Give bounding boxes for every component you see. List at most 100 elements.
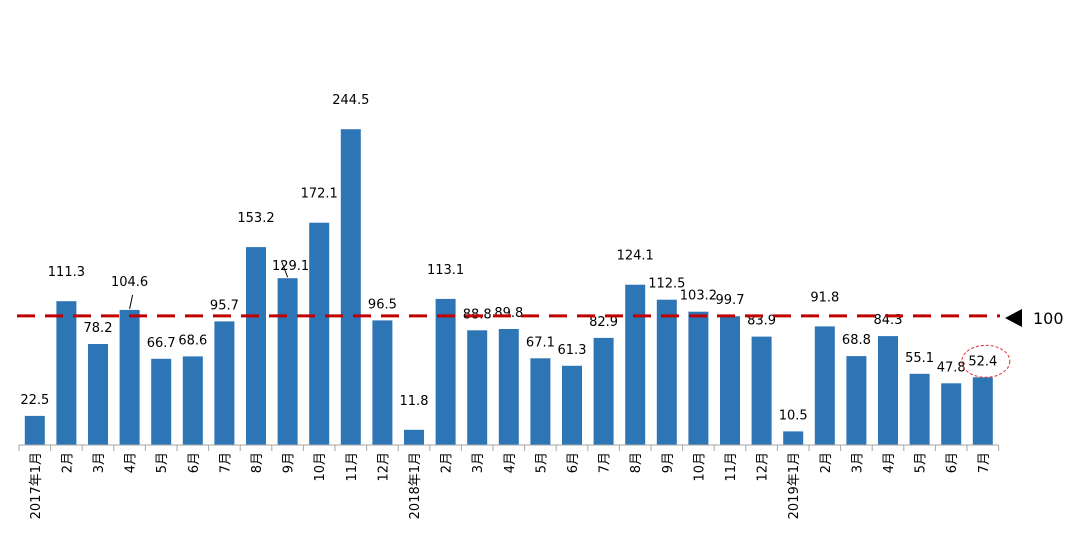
- bar-1: [24, 415, 45, 445]
- value-label-27: 68.8: [842, 333, 871, 348]
- bar-31: [972, 377, 993, 445]
- x-tick-label-23: 11月: [724, 452, 739, 482]
- value-label-5: 66.7: [147, 336, 176, 351]
- x-tick-label-13: 2018年1月: [408, 452, 423, 519]
- bar-20: [625, 284, 646, 445]
- value-label-19: 82.9: [589, 315, 618, 330]
- bar-6: [182, 356, 203, 445]
- x-tick-label-2: 2月: [60, 452, 75, 473]
- x-tick-label-11: 11月: [345, 452, 360, 482]
- value-label-21: 112.5: [648, 277, 685, 292]
- bar-15: [467, 330, 488, 445]
- x-tick-label-30: 6月: [945, 452, 960, 473]
- bar-13: [404, 429, 424, 445]
- value-label-7: 95.7: [210, 298, 239, 313]
- value-label-30: 47.8: [937, 360, 966, 375]
- value-label-23: 99.7: [716, 293, 745, 308]
- value-label-4: 104.6: [111, 275, 148, 290]
- bar-29: [909, 373, 930, 445]
- x-tick-label-25: 2019年1月: [787, 452, 802, 519]
- bar-26: [814, 326, 835, 445]
- x-tick-label-9: 9月: [282, 452, 297, 473]
- bar-23: [720, 316, 740, 445]
- leader-line-9: [281, 261, 289, 278]
- value-label-3: 78.2: [84, 321, 113, 336]
- bar-14: [435, 298, 456, 445]
- value-label-2: 111.3: [48, 265, 85, 280]
- bar-16: [498, 329, 519, 445]
- leader-lines-layer: [129, 261, 289, 309]
- bar-3: [88, 344, 108, 445]
- value-label-29: 55.1: [905, 351, 934, 366]
- bar-28: [878, 336, 898, 445]
- bars-layer: [24, 129, 993, 445]
- x-tick-label-12: 12月: [376, 452, 391, 482]
- value-label-20: 124.1: [617, 249, 654, 264]
- value-label-1: 22.5: [20, 393, 49, 408]
- x-tick-labels: 2017年1月 2月 3月 4月 5月 6月 7月 8月 9月 10月 11月 12月 2018年1月 2…: [29, 452, 992, 519]
- bar-2: [56, 301, 77, 445]
- value-label-11: 244.5: [332, 93, 369, 108]
- bar-7: [214, 321, 235, 445]
- bar-22: [688, 311, 709, 445]
- bar-25: [783, 431, 804, 445]
- value-labels-layer: 22.5 111.3 78.2 104.6 66.7 68.6 95.7 153.2 129.1…: [20, 93, 997, 423]
- bar-4: [119, 309, 140, 445]
- bar-18: [562, 365, 582, 445]
- bar-8: [246, 247, 266, 445]
- value-label-9: 129.1: [272, 259, 309, 274]
- leader-line-4: [129, 294, 134, 309]
- x-tick-label-29: 5月: [914, 452, 929, 473]
- bar-9: [277, 278, 298, 445]
- reference-marker-triangle: [1005, 309, 1022, 327]
- x-tick-label-31: 7月: [977, 452, 992, 473]
- x-tick-label-18: 6月: [566, 452, 581, 473]
- x-tick-label-14: 2月: [440, 452, 455, 473]
- bar-5: [151, 358, 172, 445]
- x-tick-label-22: 10月: [692, 452, 707, 482]
- value-label-16: 89.8: [494, 306, 523, 321]
- x-tick-label-6: 6月: [187, 452, 202, 473]
- bar-11: [340, 129, 361, 445]
- bar-12: [372, 320, 393, 445]
- value-label-14: 113.1: [427, 263, 464, 278]
- value-label-13: 11.8: [400, 394, 429, 409]
- bar-17: [530, 358, 551, 445]
- x-tick-label-20: 8月: [629, 452, 644, 473]
- value-label-26: 91.8: [810, 290, 839, 305]
- x-tick-marks: [18, 445, 1000, 451]
- x-tick-label-17: 5月: [534, 452, 549, 473]
- bar-30: [941, 383, 962, 445]
- value-label-24: 83.9: [747, 314, 776, 329]
- x-tick-label-26: 2月: [819, 452, 834, 473]
- value-label-18: 61.3: [558, 343, 587, 358]
- value-label-22: 103.2: [680, 289, 717, 304]
- x-tick-label-16: 4月: [503, 452, 518, 473]
- bar-19: [593, 337, 614, 445]
- x-tick-label-21: 9月: [661, 452, 676, 473]
- x-tick-label-19: 7月: [598, 452, 613, 473]
- value-label-25: 10.5: [779, 408, 808, 423]
- value-label-12: 96.5: [368, 297, 397, 312]
- x-tick-label-7: 7月: [218, 452, 233, 473]
- x-tick-label-27: 3月: [850, 452, 865, 473]
- value-label-8: 153.2: [237, 211, 274, 226]
- x-tick-label-8: 8月: [250, 452, 265, 473]
- x-tick-label-5: 5月: [155, 452, 170, 473]
- bar-10: [309, 222, 330, 445]
- x-tick-label-3: 3月: [92, 452, 107, 473]
- x-tick-label-28: 4月: [882, 452, 897, 473]
- reference-line-label: 100: [1033, 309, 1064, 328]
- bar-21: [656, 299, 677, 445]
- value-label-31: 52.4: [968, 354, 997, 369]
- x-tick-label-4: 4月: [124, 452, 139, 473]
- x-tick-label-24: 12月: [756, 452, 771, 482]
- highlight-circle: [961, 344, 1011, 378]
- value-label-10: 172.1: [301, 187, 338, 202]
- bar-27: [846, 356, 867, 445]
- value-label-17: 67.1: [526, 335, 555, 350]
- x-tick-label-10: 10月: [313, 452, 328, 482]
- value-label-6: 68.6: [178, 333, 207, 348]
- bar-24: [751, 336, 772, 445]
